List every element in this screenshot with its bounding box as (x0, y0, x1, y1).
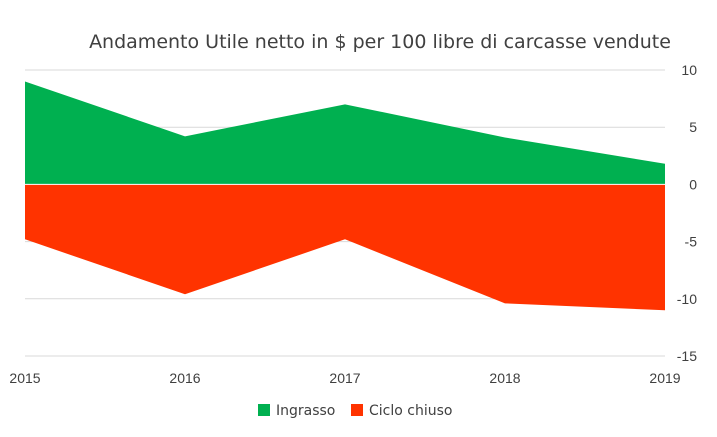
legend-label-0: Ingrasso (276, 403, 335, 419)
y-tick-label: 5 (689, 119, 697, 135)
legend-swatch-0 (258, 404, 270, 416)
chart-title: Andamento Utile netto in $ per 100 libre… (89, 31, 671, 53)
y-axis-ticks: 10 5 0 -5 -10 -15 (677, 62, 697, 364)
legend-swatch-1 (351, 404, 363, 416)
legend-label-1: Ciclo chiuso (369, 403, 452, 419)
legend: Ingrasso Ciclo chiuso (258, 403, 452, 419)
x-tick-label: 2016 (169, 370, 200, 386)
y-tick-label: -5 (685, 234, 698, 250)
plot-area (25, 81, 665, 311)
y-tick-label: 10 (681, 62, 697, 78)
x-tick-label: 2017 (329, 370, 360, 386)
x-tick-label: 2015 (9, 370, 40, 386)
y-tick-label: 0 (689, 176, 697, 192)
x-tick-label: 2018 (489, 370, 520, 386)
area-series-1 (25, 184, 665, 311)
y-tick-label: -15 (677, 348, 697, 364)
y-tick-label: -10 (677, 291, 697, 307)
x-tick-label: 2019 (649, 370, 680, 386)
x-axis-ticks: 2015 2016 2017 2018 2019 (9, 370, 680, 386)
area-series-0 (25, 81, 665, 185)
